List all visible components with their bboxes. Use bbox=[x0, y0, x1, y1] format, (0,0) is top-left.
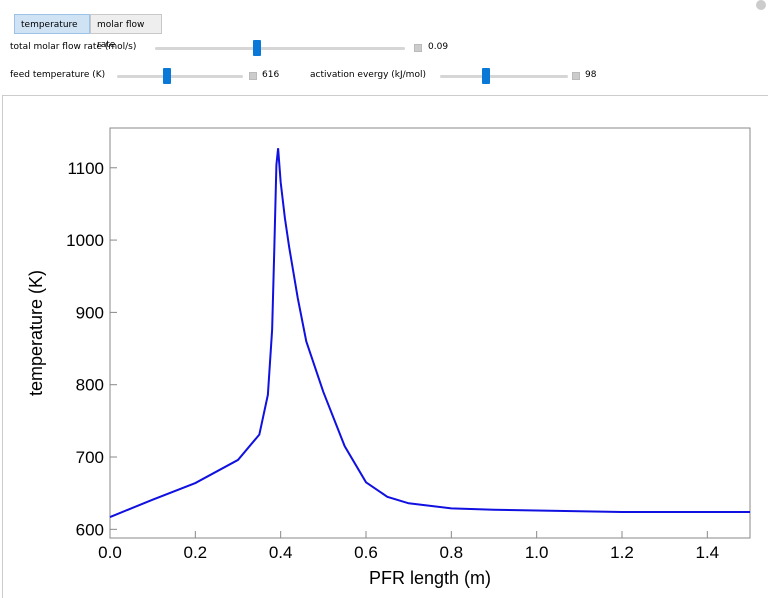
slider-label: activation evergy (kJ/mol) bbox=[310, 70, 426, 80]
y-tick-label: 1100 bbox=[67, 159, 104, 178]
slider-track[interactable] bbox=[440, 75, 568, 78]
slider-thumb[interactable] bbox=[253, 40, 261, 56]
x-tick-label: 0.4 bbox=[269, 543, 293, 562]
slider-thumb[interactable] bbox=[482, 68, 490, 84]
slider-track[interactable] bbox=[117, 75, 243, 78]
y-axis-label: temperature (K) bbox=[26, 270, 46, 396]
plot-frame bbox=[109, 127, 751, 539]
slider-label: feed temperature (K) bbox=[10, 70, 106, 80]
y-tick-label: 900 bbox=[76, 303, 104, 322]
x-tick-label: 1.0 bbox=[525, 543, 549, 562]
expand-button[interactable] bbox=[249, 72, 257, 80]
tab[interactable]: temperature bbox=[14, 14, 90, 34]
y-tick-label: 700 bbox=[76, 448, 104, 467]
tab[interactable]: molar flow rate bbox=[90, 14, 162, 50]
output-panel bbox=[2, 95, 768, 598]
slider-value: 0.09 bbox=[428, 42, 449, 52]
close-icon[interactable] bbox=[756, 0, 766, 10]
data-line bbox=[109, 148, 750, 518]
slider-value: 616 bbox=[262, 70, 280, 80]
y-tick-label: 600 bbox=[76, 520, 104, 539]
slider-track[interactable] bbox=[155, 47, 405, 50]
y-tick-label: 1000 bbox=[66, 231, 104, 250]
x-axis-label: PFR length (m) bbox=[369, 568, 491, 588]
slider-thumb[interactable] bbox=[163, 68, 171, 84]
slider-value: 98 bbox=[585, 70, 597, 80]
expand-button[interactable] bbox=[572, 72, 580, 80]
expand-button[interactable] bbox=[414, 44, 422, 52]
slider-label: total molar flow rate (mol/s) bbox=[10, 42, 137, 52]
y-tick-label: 800 bbox=[76, 376, 104, 395]
x-tick-label: 1.2 bbox=[610, 543, 634, 562]
x-tick-label: 0.6 bbox=[354, 543, 378, 562]
x-tick-label: 0.2 bbox=[184, 543, 208, 562]
x-tick-label: 0.8 bbox=[440, 543, 464, 562]
x-tick-label: 0.0 bbox=[98, 543, 122, 562]
x-tick-label: 1.4 bbox=[696, 543, 720, 562]
